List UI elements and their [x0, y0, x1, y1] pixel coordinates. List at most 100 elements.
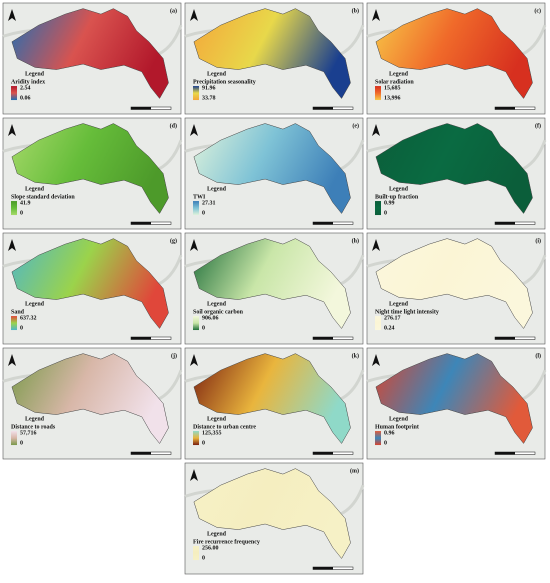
legend-high: 0.96: [384, 430, 395, 436]
legend-high: 91.96: [202, 85, 216, 91]
legend-low: 0: [202, 555, 205, 561]
legend-high: 27.31: [202, 200, 216, 206]
north-arrow: [190, 354, 198, 366]
legend-heading: Legend: [207, 71, 227, 77]
legend-high: 256.00: [202, 545, 219, 551]
scale-bar-fill: [131, 337, 151, 340]
watershed: [375, 8, 533, 99]
scale-bar-fill: [495, 452, 515, 455]
panel-label: (h): [352, 237, 359, 244]
panel-label: (a): [170, 7, 177, 14]
legend-high: 15,685: [384, 85, 401, 91]
scale-bar-fill: [313, 567, 333, 570]
legend-high: 637.32: [20, 315, 37, 321]
color-bar: [193, 201, 199, 216]
legend-low: 0: [20, 325, 23, 331]
legend-title: Precipitation seasonality: [193, 79, 256, 85]
color-bar: [11, 431, 17, 446]
scale-bar-fill: [495, 337, 515, 340]
north-arrow: [8, 239, 16, 251]
panel-label: (c): [534, 7, 541, 14]
scale-bar-fill: [131, 452, 151, 455]
legend-low: 0: [384, 210, 387, 216]
legend-title: Human footprint: [375, 424, 419, 430]
color-bar: [375, 201, 381, 216]
legend-high: 276.17: [384, 315, 401, 321]
legend-low: 0: [20, 210, 23, 216]
legend-title: Night time light intensity: [375, 309, 439, 315]
north-arrow: [372, 239, 380, 251]
map-panel: (k) Legend Distance to urban centre125,355…: [184, 347, 365, 460]
watershed: [11, 353, 169, 444]
north-arrow: [190, 9, 198, 21]
panel-label: (f): [535, 122, 541, 129]
legend-heading: Legend: [25, 186, 45, 192]
legend-low: 0: [202, 440, 205, 446]
legend-title: TWI: [193, 194, 206, 200]
north-arrow: [372, 124, 380, 136]
legend-low: 0: [384, 440, 387, 446]
panel-label: (d): [170, 122, 177, 129]
watershed: [375, 353, 533, 444]
north-arrow: [8, 9, 16, 21]
scale-bar-fill: [313, 337, 333, 340]
legend-title: Soil organic carbon: [193, 309, 244, 315]
north-arrow: [8, 124, 16, 136]
legend-high: 0.99: [384, 200, 395, 206]
watershed: [193, 238, 351, 329]
legend-heading: Legend: [207, 301, 227, 307]
legend-heading: Legend: [25, 71, 45, 77]
watershed: [193, 353, 351, 444]
panel-label: (m): [350, 467, 359, 474]
legend-high: 906.06: [202, 315, 219, 321]
map-panel: (i) Legend Night time light intensity276.1…: [366, 232, 547, 345]
legend-title: Distance to urban centre: [193, 424, 256, 430]
color-bar: [375, 431, 381, 446]
north-arrow: [190, 239, 198, 251]
legend-low: 0: [202, 210, 205, 216]
north-arrow: [372, 354, 380, 366]
watershed: [375, 238, 533, 329]
legend-low: 0.06: [20, 95, 31, 101]
legend-heading: Legend: [207, 186, 227, 192]
color-bar: [193, 86, 199, 101]
legend-heading: Legend: [25, 301, 45, 307]
scale-bar-fill: [495, 107, 515, 110]
watershed: [193, 8, 351, 99]
legend-title: Solar radiation: [375, 79, 414, 85]
legend-high: 125,355: [202, 430, 222, 436]
legend-low: 0: [202, 325, 205, 331]
legend-heading: Legend: [389, 416, 409, 422]
color-bar: [193, 546, 199, 561]
panel-label: (k): [352, 352, 359, 359]
scale-bar-fill: [131, 107, 151, 110]
color-bar: [193, 431, 199, 446]
legend-high: 41.9: [20, 200, 31, 206]
legend-high: 2.54: [20, 85, 31, 91]
north-arrow: [190, 124, 198, 136]
color-bar: [11, 86, 17, 101]
scale-bar-fill: [313, 222, 333, 225]
legend-title: Aridity index: [11, 79, 45, 85]
color-bar: [375, 316, 381, 331]
color-bar: [11, 316, 17, 331]
watershed: [193, 123, 351, 214]
legend-heading: Legend: [25, 416, 45, 422]
scale-bar-fill: [495, 222, 515, 225]
legend-title: Built-up fraction: [375, 194, 419, 200]
color-bar: [375, 86, 381, 101]
legend-low: 33.78: [202, 95, 216, 101]
panel-label: (i): [535, 237, 541, 244]
panel-label: (g): [170, 237, 177, 244]
north-arrow: [372, 9, 380, 21]
watershed: [11, 123, 169, 214]
watershed: [11, 8, 169, 99]
legend-heading: Legend: [389, 71, 409, 77]
